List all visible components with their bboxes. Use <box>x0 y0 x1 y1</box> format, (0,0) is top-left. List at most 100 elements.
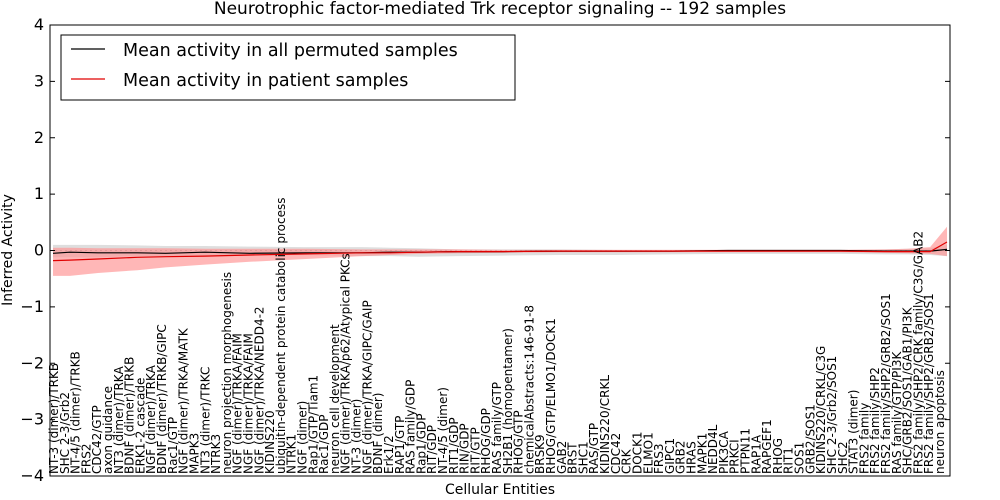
y-tick-label: 0 <box>34 241 44 260</box>
entity-label: NGF (dimer)/TRKA/FAIM <box>242 333 256 474</box>
entity-label: BRST <box>566 442 580 474</box>
entity-label: RIT/GDP <box>425 425 439 474</box>
entity-label: NTRK1 <box>285 434 299 474</box>
series-line-1 <box>52 241 948 262</box>
entity-label: Rac1/GDP <box>317 415 331 474</box>
entity-label: chemicalAbstracts:146-91-8 <box>522 305 536 474</box>
entity-label: FRS2 <box>79 444 93 475</box>
entity-label: NGF (dimer)/TRKA/MATK <box>177 327 191 474</box>
y-axis: −4 −3 −2 −1 0 1 2 3 4 <box>20 15 950 485</box>
entity-label: RAP1/GTP <box>393 416 407 474</box>
entity-label: RAP1A <box>749 434 763 474</box>
entity-label: ERK1-2 cascade <box>133 378 147 474</box>
entity-label: SH2B1 (homopentamer) <box>501 328 515 474</box>
entity-label: NT3 (dimer)/TRKA <box>112 366 126 474</box>
entity-label: Erk1/2 <box>382 435 396 474</box>
x-axis-label: Cellular Entities <box>445 482 555 498</box>
entity-label: NT-4/5 (dimer) <box>436 387 450 474</box>
entity-label: GRB2 <box>674 440 688 474</box>
entity-label: axon guidance <box>101 386 115 474</box>
legend-box <box>60 34 516 101</box>
entity-label: RAPGEF1 <box>760 419 774 474</box>
entity-label: NGF (dimer)/TRKA <box>144 364 158 474</box>
entity-label: CDC42 <box>609 433 623 474</box>
entity-label: SHC 2-3/Grb2 <box>58 392 72 474</box>
entity-label: neuron cell development <box>328 324 342 474</box>
y-tick-label: −4 <box>20 466 44 485</box>
entity-label: NT3 (dimer)/TRKC <box>198 367 212 474</box>
entity-label: NGF (dimer)/TRKA/GIPC/GAIP <box>360 300 374 474</box>
entity-label: STAT3 (dimer) <box>847 390 861 474</box>
entity-label: BDNF (dimer) <box>371 393 385 475</box>
y-tick-label: 4 <box>34 15 44 34</box>
entity-label: RAS/GTP <box>587 423 601 474</box>
entity-label: RAS family/GDP <box>404 380 418 474</box>
entity-label: RHOG/GTP <box>512 410 526 474</box>
entity-label: ELMO1 <box>641 432 655 474</box>
entity-label: CDC42/GTP <box>90 405 104 474</box>
entity-label: RIT1 <box>782 447 796 474</box>
entity-label: FRS2 family/SHP2/CRK family/C3G/GAB2 <box>911 231 925 474</box>
chart-title: Neurotrophic factor-mediated Trk recepto… <box>214 0 786 19</box>
entity-label: CRK <box>620 448 634 474</box>
entity-label: NGF (dimer)/TRKA/p62/Atypical PKCs <box>339 253 353 474</box>
entity-label: PIK3CA <box>717 430 731 474</box>
entity-label: MAPK3 <box>188 433 202 474</box>
entity-label: neuron apoptosis <box>933 370 947 474</box>
entity-label: GRB2/SOS1 <box>803 404 817 474</box>
entity-label: BDNF (dimer)/TRKB/GIPC <box>155 324 169 474</box>
y-tick-label: −1 <box>20 297 44 316</box>
y-tick-label: 2 <box>34 128 44 147</box>
entity-label: FRS2 family/SHP2/GRB2/SOS1 <box>922 293 936 474</box>
entity-label: RAS family/GTP/PI3K <box>890 351 904 474</box>
entity-label: Rap1/GDP <box>414 414 428 475</box>
entity-label: KIDINS220/CRKL <box>598 375 612 474</box>
legend-label-patient: Mean activity in patient samples <box>123 71 408 91</box>
entity-label: NT-3 (dimer)/TRKB <box>47 363 61 474</box>
entity-label: PRKCI <box>728 439 742 474</box>
entity-label: GIPC1 <box>663 438 677 474</box>
legend: Mean activity in all permuted samples Me… <box>60 34 516 101</box>
entity-label: SOS1 <box>793 442 807 474</box>
entity-label: FRS2 family <box>857 403 871 474</box>
entity-label: PTPN11 <box>739 428 753 474</box>
entity-label: RHOG <box>771 438 785 474</box>
entity-label: FRS3 <box>652 444 666 475</box>
entity-label: NT-4/5 (dimer)/TRKB <box>69 351 83 474</box>
entity-label: RHOG/GTP/ELMO1/DOCK1 <box>544 318 558 474</box>
entity-label: ubiquitin-dependent protein catabolic pr… <box>274 198 288 474</box>
entity-label: GAB2 <box>555 441 569 474</box>
entity-label: Rac1/GTP <box>166 417 180 474</box>
entity-label: RIT/GTP <box>468 427 482 474</box>
entity-label: NGF (dimer)/TRKA/NEDD4-2 <box>252 306 266 474</box>
entity-label: RIT1/GDP <box>447 417 461 474</box>
entity-label: Rap1/GTP/Tiam1 <box>306 375 320 474</box>
entity-label: BDNF (dimer)/TRKB <box>123 357 137 474</box>
y-tick-label: 1 <box>34 184 44 203</box>
entity-label: SHC2 <box>836 441 850 474</box>
entity-label: NT-3 (dimer) <box>350 399 364 474</box>
entity-label: KIDINS220 <box>263 410 277 474</box>
y-axis-label: Inferred Activity <box>0 194 16 306</box>
entity-label: NGF (dimer)/TRKA/FAIM <box>231 333 245 474</box>
entity-label: RHOG/GDP <box>479 408 493 474</box>
entity-label: BRSK9 <box>533 434 547 474</box>
entity-label: SHC/GRB2/SOS1/GAB1/PI3K <box>901 306 915 474</box>
entity-label: neuron projection morphogenesis <box>220 272 234 474</box>
y-tick-label: 3 <box>34 71 44 90</box>
entity-label: NGF (dimer) <box>296 401 310 474</box>
entity-label: FRS2 family/SHP2/GRB2/SOS1 <box>879 293 893 474</box>
legend-label-permuted: Mean activity in all permuted samples <box>123 41 458 61</box>
y-tick-label: −2 <box>20 353 44 372</box>
entity-label: KIDINS220/CRKL/C3G <box>814 346 828 474</box>
entity-label: HRAS <box>685 441 699 474</box>
plot-area <box>50 226 950 276</box>
entity-label: MAPK1 <box>695 433 709 474</box>
entity-label: FRS2 family/SHP2 <box>868 367 882 474</box>
entity-label: NTRK3 <box>209 434 223 474</box>
entity-label: SHC1 <box>576 441 590 474</box>
entity-label: DOCK1 <box>631 431 645 474</box>
entity-label: RIN/GDP <box>458 423 472 474</box>
